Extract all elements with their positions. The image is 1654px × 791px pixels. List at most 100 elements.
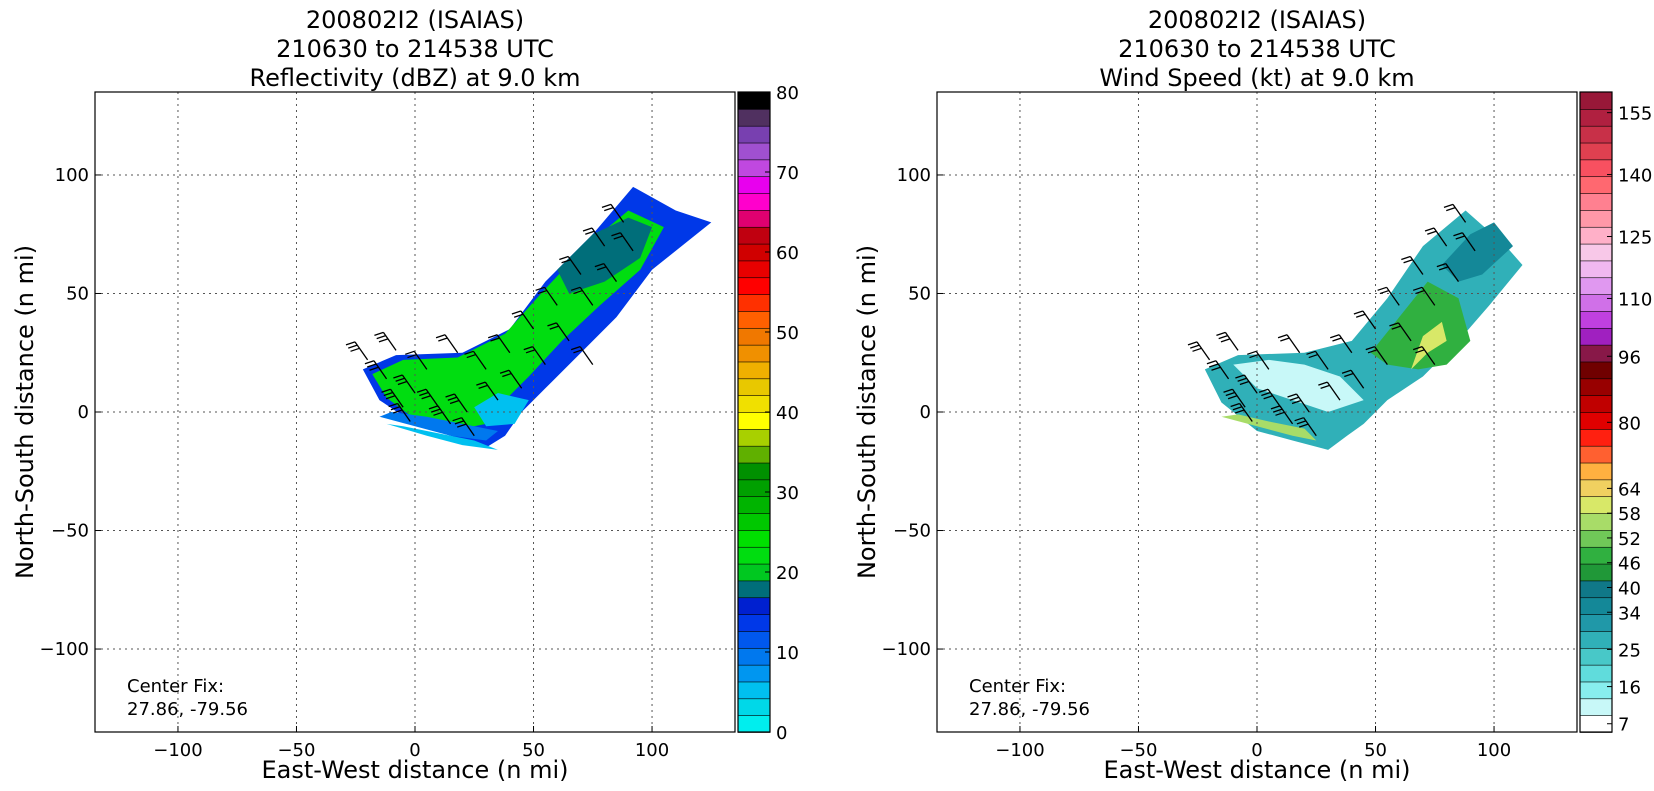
chart-title-line: 210630 to 214538 UTC <box>1118 35 1396 63</box>
wind-barb-flag <box>1225 391 1236 397</box>
wind-barb-flag <box>364 360 375 365</box>
wind-barb-flag <box>393 374 403 379</box>
wind-barb-flag <box>596 266 607 271</box>
colorbar: 7 16 25 34 40 46 52 58 64 80 96 110 125 140 155 <box>1579 91 1652 736</box>
wind-barb-flag <box>1218 334 1228 340</box>
wind-barb-flag <box>1239 380 1250 386</box>
chart-title-line: 210630 to 214538 UTC <box>276 35 554 63</box>
colorbar-segment <box>737 344 771 363</box>
wind-barb-flag <box>1287 393 1297 398</box>
wind-barb-flag <box>1273 408 1283 413</box>
colorbar-tick-label: 34 <box>1618 603 1641 624</box>
colorbar: 0 10 20 30 40 50 60 70 80 <box>737 83 799 744</box>
wind-barb-flag <box>1232 406 1243 411</box>
colorbar-segment <box>1579 580 1613 599</box>
colorbar-tick-label: 140 <box>1618 166 1652 187</box>
wind-barb-flag <box>1438 266 1449 271</box>
wind-barb-flag <box>345 341 356 346</box>
wind-barb-flag <box>1298 423 1309 428</box>
colorbar-segment <box>1579 630 1613 649</box>
colorbar-segment <box>737 260 771 279</box>
wind-barb-flag <box>1412 286 1423 291</box>
colorbar-tick-label: 40 <box>776 403 799 424</box>
wind-barb-flag <box>1263 395 1273 400</box>
wind-barb-flag <box>1223 388 1233 393</box>
wind-barb-flag <box>487 334 498 339</box>
x-axis-label: East-West distance (n mi) <box>261 756 568 784</box>
wind-barb-flag <box>547 322 557 327</box>
colorbar-segment <box>1579 361 1613 380</box>
wind-barb-flag <box>1258 388 1269 393</box>
wind-barb-flag <box>1389 322 1399 327</box>
colorbar-tick-label: 80 <box>776 83 799 104</box>
wind-barb-flag <box>1294 417 1304 422</box>
colorbar-segment <box>737 681 771 700</box>
colorbar-tick-label: 30 <box>776 483 799 504</box>
colorbar-tick-label: 96 <box>1618 347 1641 368</box>
field-region <box>474 393 529 427</box>
colorbar-segment <box>1579 310 1613 329</box>
colorbar-tick-label: 58 <box>1618 504 1641 525</box>
wind-barb-flag <box>1341 369 1352 374</box>
wind-barb-flag <box>1289 396 1300 401</box>
x-tick-label: −100 <box>153 740 202 761</box>
colorbar-tick-label: 52 <box>1618 529 1641 550</box>
y-tick-label: 50 <box>908 283 931 304</box>
colorbar-segment <box>737 462 771 481</box>
colorbar-segment <box>1579 260 1613 279</box>
wind-barb-flag <box>438 337 448 342</box>
wind-barb-flag <box>1291 399 1302 405</box>
wind-barb-flag <box>1332 337 1342 342</box>
wind-barb-flag <box>421 395 431 400</box>
wind-barbs <box>345 203 634 437</box>
wind-barb-flag <box>502 372 512 378</box>
wind-barb-flag <box>419 391 429 397</box>
colorbar-segment <box>737 698 771 716</box>
x-tick-label: −50 <box>277 740 315 761</box>
x-tick-label: 0 <box>1251 740 1262 761</box>
wind-barb-flag <box>416 388 427 393</box>
wind-barb-flag <box>1192 347 1202 352</box>
wind-barb-flag <box>476 381 486 386</box>
colorbar-segment <box>1579 91 1613 110</box>
wind-barb-flag <box>378 338 389 343</box>
wind-barb-flag <box>1424 227 1435 232</box>
wind-barb-flag <box>1379 289 1390 295</box>
colorbar-segment <box>737 411 771 430</box>
y-tick-label: 100 <box>897 165 931 186</box>
wind-barb-flag <box>395 377 405 382</box>
colorbar-segment <box>737 226 771 245</box>
colorbar-segment <box>737 580 771 599</box>
wind-barb-flag <box>1365 345 1375 351</box>
wind-barb-flag <box>431 408 441 413</box>
wind-barb-flag <box>433 411 443 416</box>
wind-barb-flag <box>1329 334 1340 339</box>
wind-barb-flag <box>449 399 460 405</box>
field-region <box>1370 281 1471 370</box>
colorbar-segment <box>1579 276 1613 295</box>
colorbar-segment <box>1579 378 1613 396</box>
colorbar-segment <box>1579 243 1613 262</box>
wind-barb-flag <box>1344 372 1354 378</box>
colorbar-segment <box>1579 192 1613 211</box>
colorbar-segment <box>737 142 771 161</box>
wind-barb-flag <box>1308 353 1318 359</box>
wind-barb-flag <box>350 347 360 352</box>
wind-barb-flag <box>407 353 417 359</box>
x-tick-label: 100 <box>1477 740 1511 761</box>
wind-barb-flag <box>456 423 467 428</box>
wind-barb-flag <box>390 406 401 411</box>
wind-barb-flag <box>570 286 581 291</box>
wind-barb-flag <box>392 409 403 414</box>
y-tick-label: 0 <box>78 402 89 423</box>
wind-barb-flag <box>499 369 510 374</box>
colorbar-tick-label: 40 <box>1618 578 1641 599</box>
wind-barb-flag <box>428 405 439 410</box>
chart-title-line: Reflectivity (dBZ) at 9.0 km <box>250 64 581 92</box>
wind-barb-flag <box>1306 350 1316 355</box>
colorbar-segment <box>737 327 771 346</box>
colorbar-tick-label: 25 <box>1618 640 1641 661</box>
colorbar-segment <box>737 91 771 110</box>
wind-barb-flag <box>452 417 462 422</box>
